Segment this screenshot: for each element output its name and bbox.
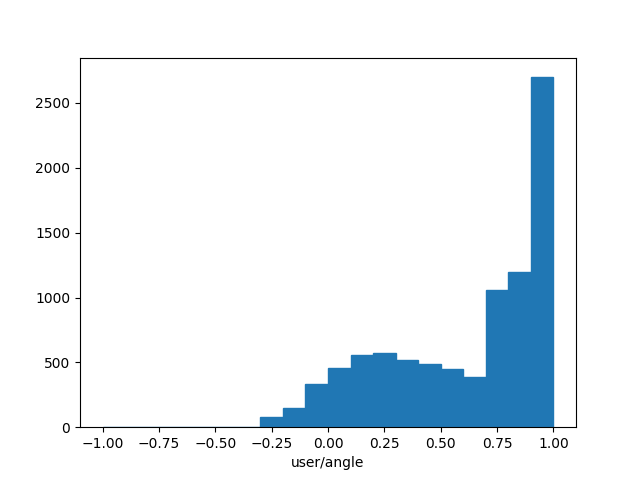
Bar — [418, 364, 441, 427]
Bar — [508, 272, 531, 427]
Bar — [396, 360, 418, 427]
Bar — [486, 290, 508, 427]
Bar — [463, 377, 486, 427]
Bar — [283, 408, 305, 427]
Bar — [373, 353, 396, 427]
Bar — [351, 355, 373, 427]
Bar — [531, 77, 554, 427]
Bar — [328, 368, 351, 427]
Bar — [260, 417, 283, 427]
X-axis label: user/angle: user/angle — [291, 456, 365, 470]
Bar — [305, 384, 328, 427]
Bar — [441, 369, 463, 427]
